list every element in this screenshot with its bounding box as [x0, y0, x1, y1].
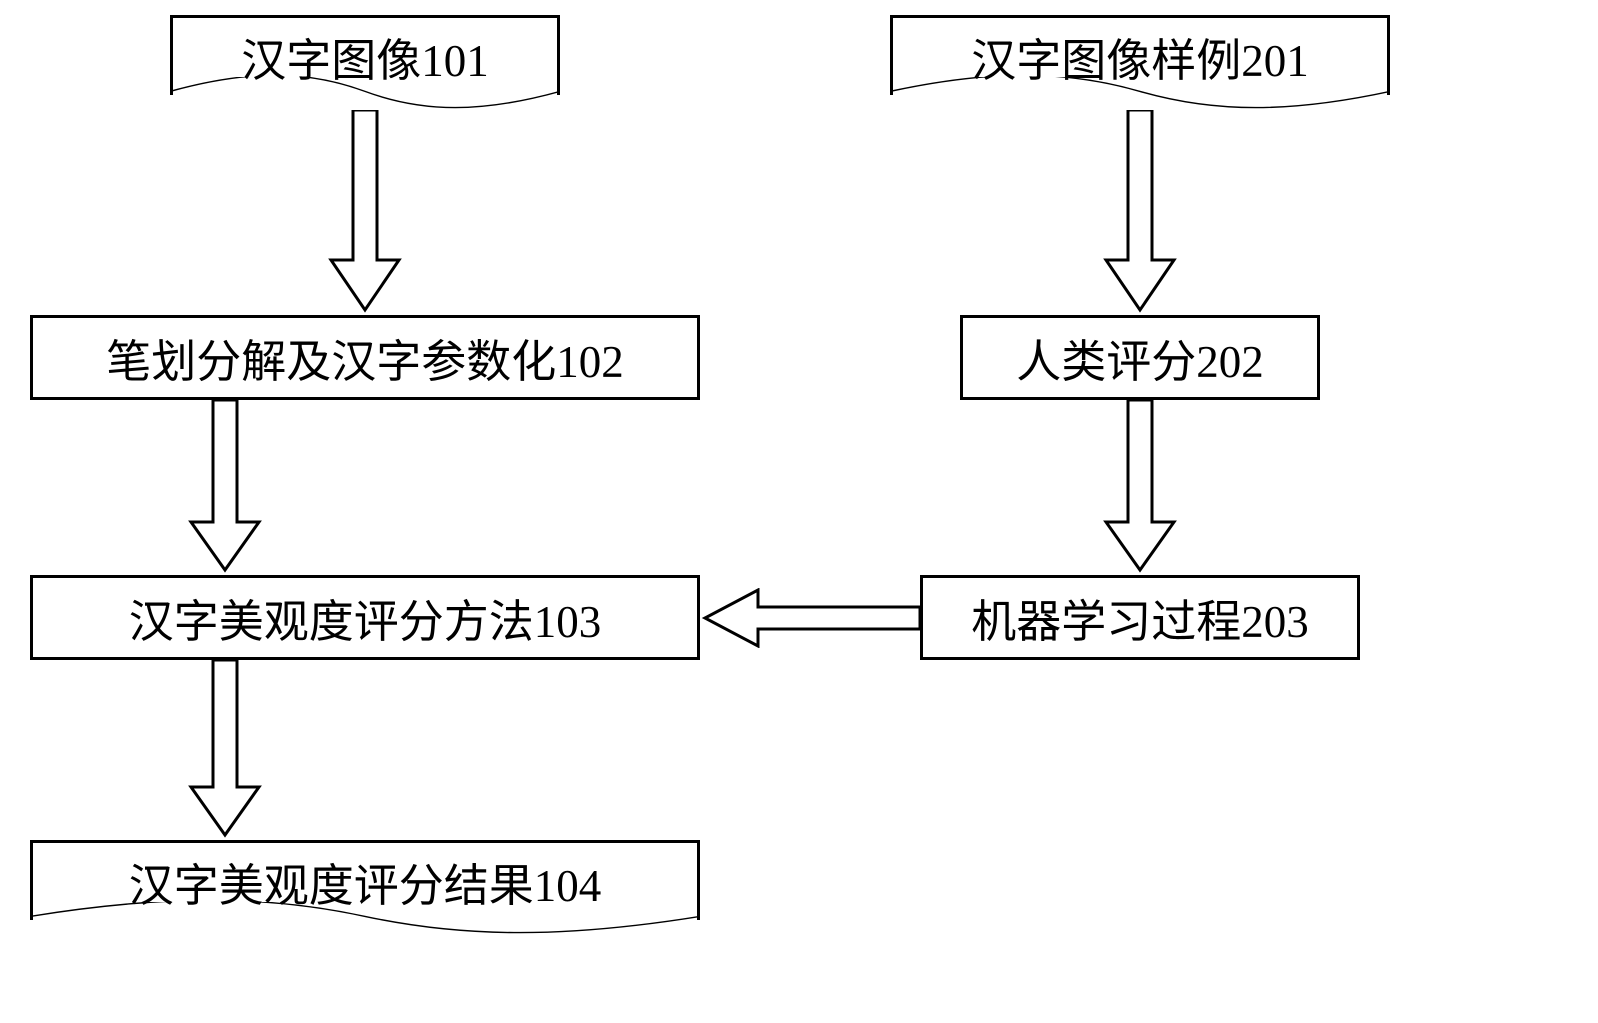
- node-hanzi-image-101: 汉字图像101: [170, 15, 560, 95]
- node-stroke-decomp-102: 笔划分解及汉字参数化102: [30, 315, 700, 400]
- arrow-103-to-104: [185, 660, 265, 840]
- node-label: 人类评分202: [1016, 325, 1264, 390]
- node-scoring-result-104: 汉字美观度评分结果104: [30, 840, 700, 920]
- node-label: 汉字美观度评分方法103: [129, 585, 602, 650]
- node-sample-image-201: 汉字图像样例201: [890, 15, 1390, 95]
- arrow-203-to-103: [700, 588, 920, 648]
- arrow-102-to-103: [185, 400, 265, 575]
- node-human-score-202: 人类评分202: [960, 315, 1320, 400]
- node-label: 汉字图像101: [241, 24, 489, 89]
- node-ml-process-203: 机器学习过程203: [920, 575, 1360, 660]
- node-label: 汉字美观度评分结果104: [129, 849, 602, 914]
- arrow-101-to-102: [325, 110, 405, 315]
- node-label: 汉字图像样例201: [971, 24, 1309, 89]
- node-label: 机器学习过程203: [971, 585, 1309, 650]
- node-label: 笔划分解及汉字参数化102: [106, 325, 624, 390]
- node-scoring-method-103: 汉字美观度评分方法103: [30, 575, 700, 660]
- arrow-202-to-203: [1100, 400, 1180, 575]
- arrow-201-to-202: [1100, 110, 1180, 315]
